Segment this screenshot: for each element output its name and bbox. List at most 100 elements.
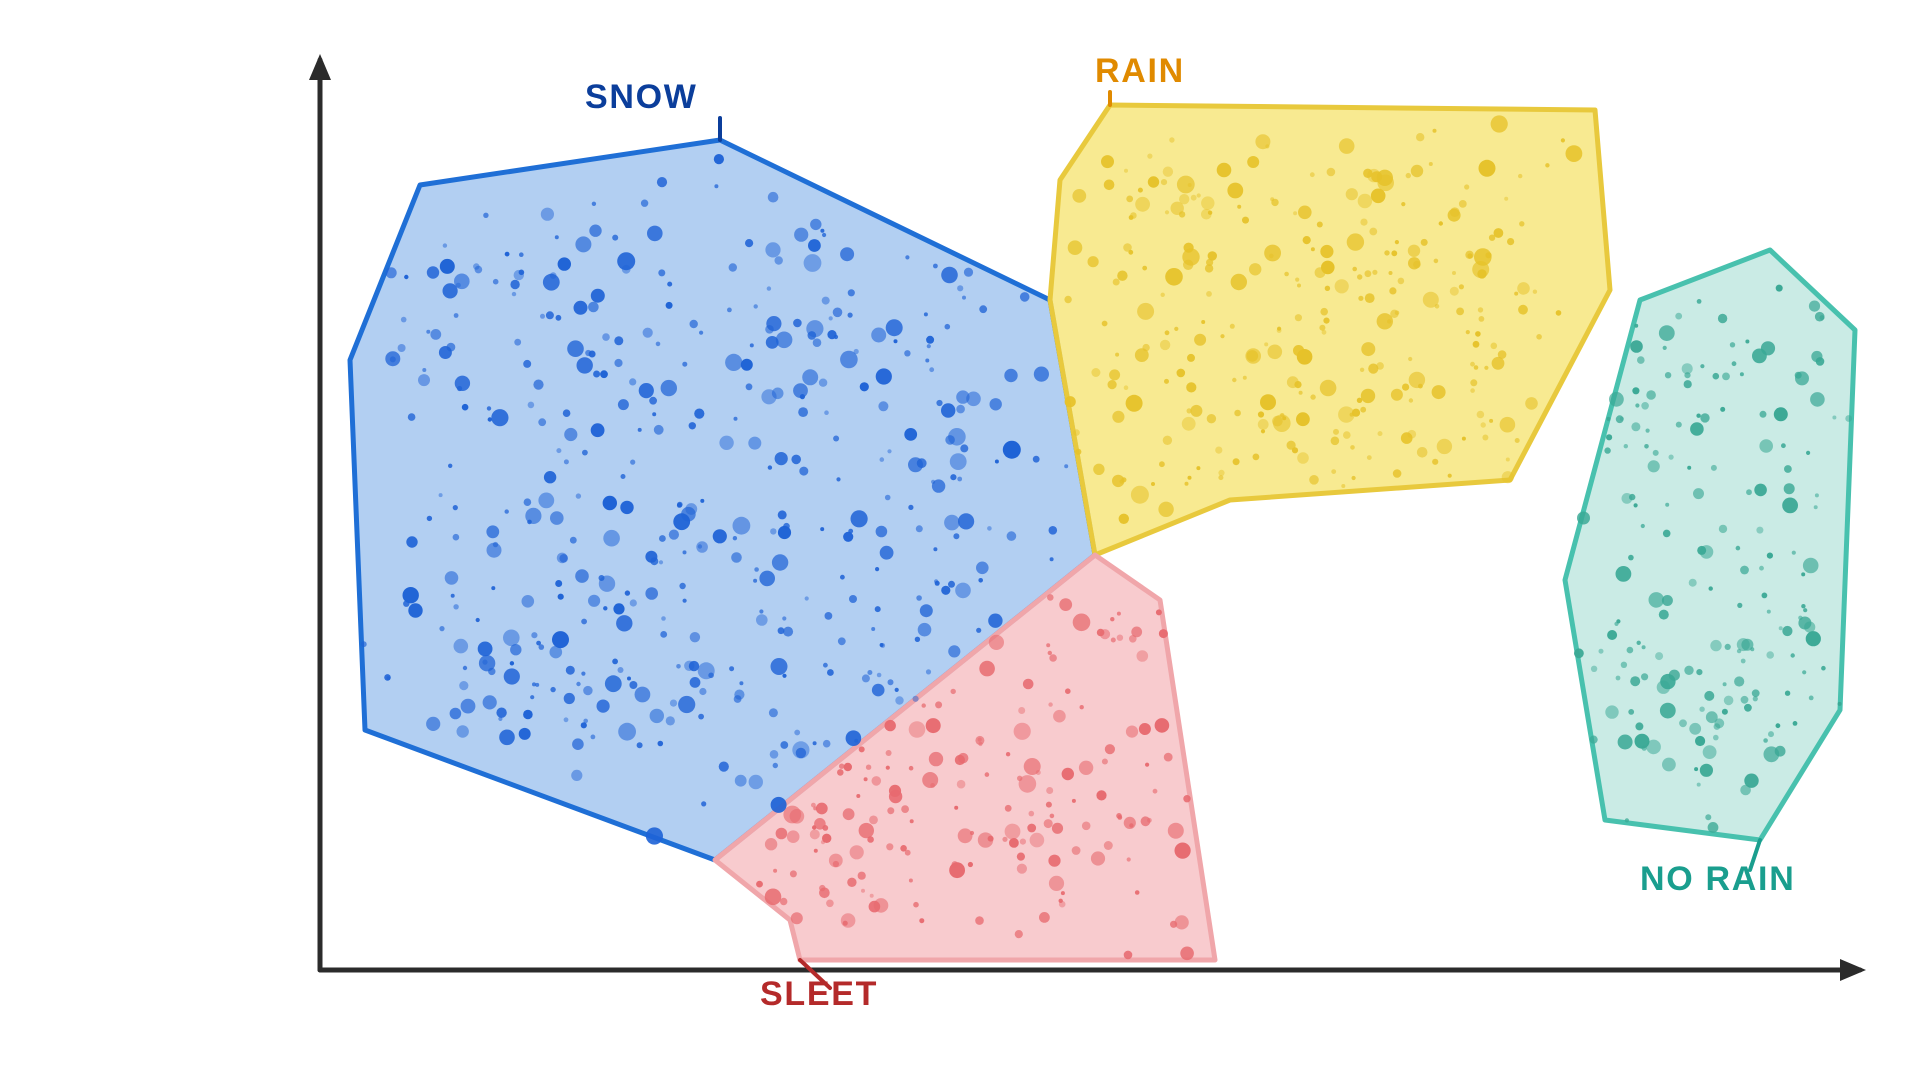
dot [1649,592,1665,608]
dot [1361,342,1375,356]
dot [1514,292,1518,296]
dot [1679,719,1687,727]
dot [698,714,704,720]
dot [990,398,1002,410]
dot [860,382,869,391]
dot [1810,392,1825,407]
dot [1408,430,1417,439]
dot [1599,649,1604,654]
dot [1659,610,1669,620]
dot [995,460,999,464]
dot [451,594,455,598]
dot [427,266,439,278]
dot [599,576,615,592]
dot [761,389,776,404]
dot [1185,482,1189,486]
dot [1017,853,1025,861]
dot [1684,666,1693,675]
dot [566,666,575,675]
dot [878,401,888,411]
dot [643,328,653,338]
dot [1536,334,1542,340]
dot [768,192,779,203]
dot [575,236,591,252]
dot [1327,168,1336,177]
dot [840,575,845,580]
dot [988,614,1002,628]
dot [564,428,577,441]
dot [1616,566,1632,582]
dot [1048,855,1060,867]
dot [822,233,826,237]
dot [1752,689,1760,697]
dot [927,344,931,348]
dot [1491,343,1498,350]
dot [591,423,605,437]
dot [510,661,514,665]
dot [1450,287,1459,296]
dot [479,655,495,671]
dot [1015,930,1023,938]
dot [1196,466,1200,470]
dot [1163,436,1172,445]
dot [443,243,447,247]
dot [512,292,516,296]
dot [837,769,844,776]
dot [629,378,636,385]
dot [1637,641,1641,645]
dot [699,688,706,695]
dot [1669,670,1680,681]
dot [1784,483,1795,494]
dot [1097,629,1105,637]
dot [1331,437,1340,446]
dot [418,374,430,386]
dot [859,823,874,838]
dot [540,314,545,319]
dot [1406,173,1411,178]
dot [612,235,618,241]
dot [1736,546,1741,551]
dot [1791,653,1795,657]
dot [1295,278,1299,282]
dot [1719,525,1727,533]
dot [408,413,416,421]
dot [1311,247,1315,251]
dot [690,677,701,688]
dot [846,730,862,746]
dot [1630,340,1643,353]
label-sleet: SLEET [760,975,878,1013]
dot [1005,805,1012,812]
dot [1467,253,1472,258]
dot [725,354,742,371]
dot [905,255,909,259]
dot [913,902,919,908]
dot [1479,160,1496,177]
dot [652,412,656,416]
dot [880,643,884,647]
dot [759,609,763,613]
dot [1763,738,1768,743]
dot [1591,666,1597,672]
dot [775,452,788,465]
dot [1665,372,1671,378]
dot [1421,239,1428,246]
dot [1124,385,1129,390]
dot [1034,367,1049,382]
dot [794,730,800,736]
dot [1732,361,1737,366]
dot [1296,412,1310,426]
dot [850,845,864,859]
dot [1720,407,1725,412]
dot [1708,822,1719,833]
dot [901,805,909,813]
dot [457,725,469,737]
dot [1682,363,1693,374]
dot [583,686,592,695]
dot [1207,414,1216,423]
dot [1124,817,1136,829]
dot [926,669,931,674]
dot [733,517,751,535]
dot [1298,206,1312,220]
dot [839,764,844,769]
dot [1506,458,1510,462]
